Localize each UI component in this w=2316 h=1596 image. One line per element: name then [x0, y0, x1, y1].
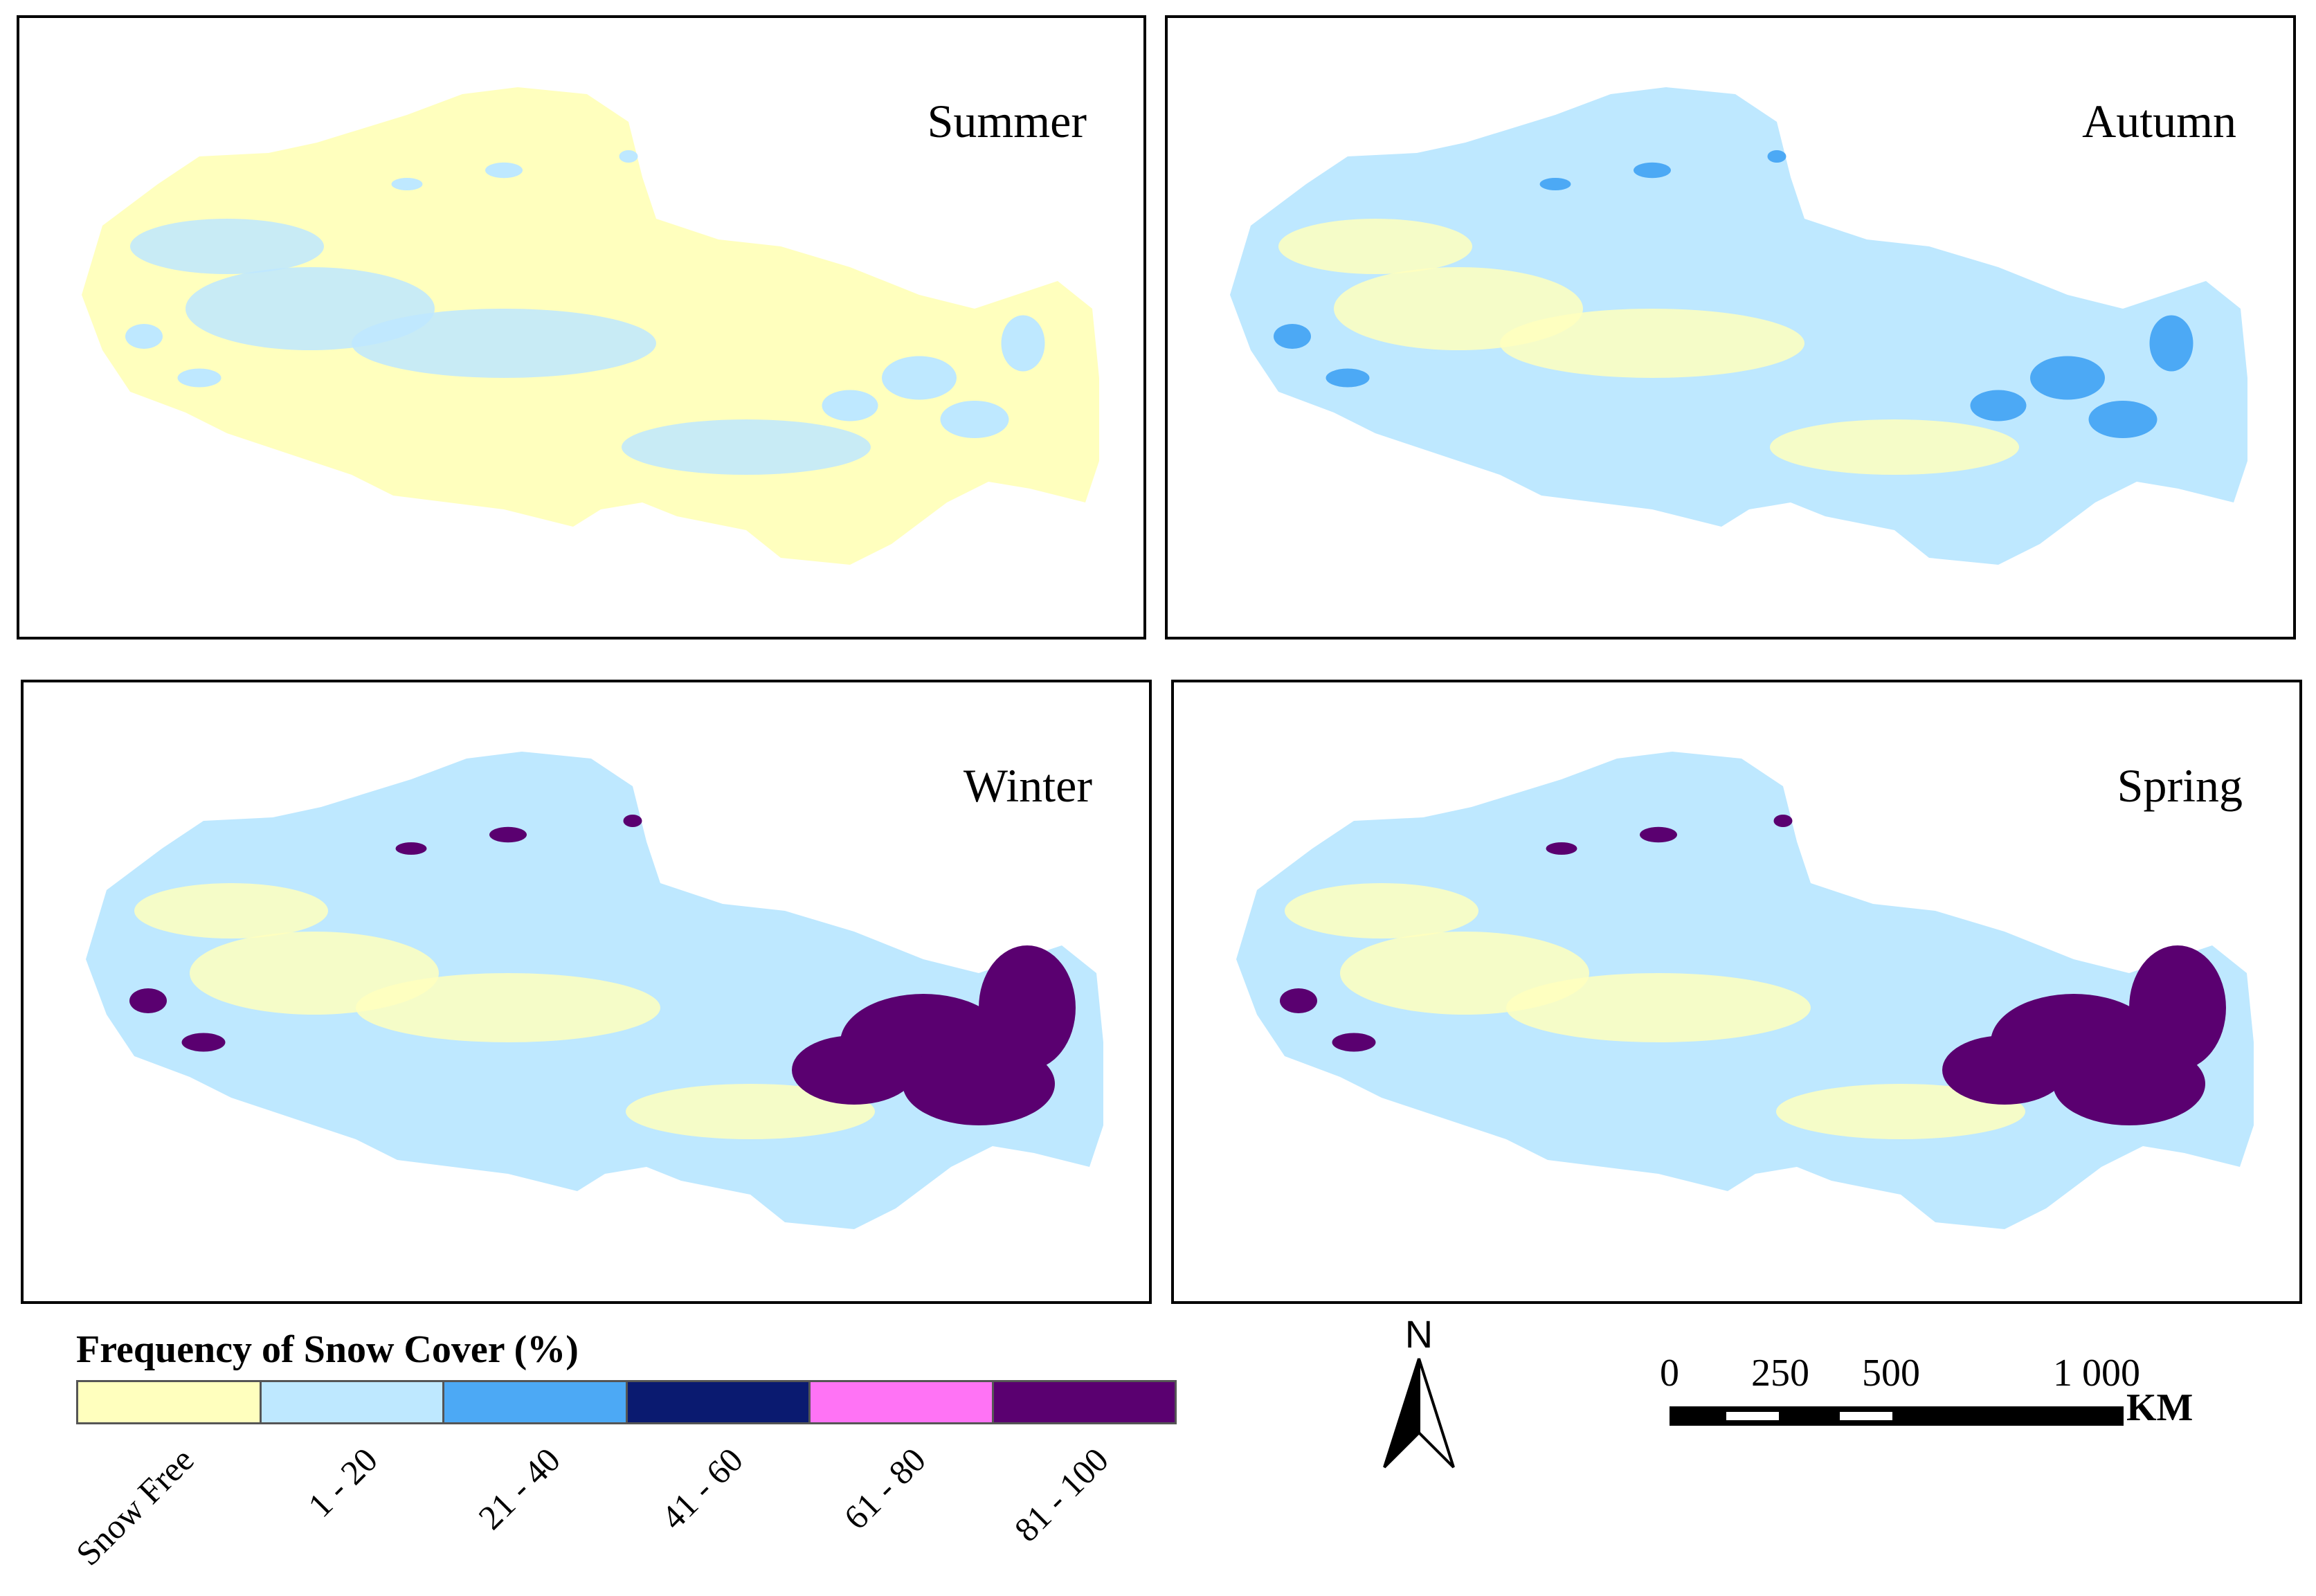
snow-patch	[1640, 826, 1677, 843]
snow-patch	[1278, 219, 1472, 274]
scale-label-250: 250	[1751, 1352, 1809, 1395]
legend-title: Frequency of Snow Cover (%)	[76, 1328, 579, 1371]
north-arrow-right-half	[1418, 1358, 1455, 1469]
snow-patch	[1332, 1033, 1376, 1052]
map-panel-winter: Winter	[21, 680, 1152, 1304]
snow-patch	[626, 1084, 875, 1139]
snow-patch	[391, 178, 423, 190]
snow-patch	[1285, 883, 1478, 938]
map-panel-summer: Summer	[17, 15, 1146, 640]
snow-patch	[356, 973, 660, 1042]
plateau-map-summer	[82, 87, 1099, 565]
legend-label-81-100: 81 - 100	[1006, 1440, 1116, 1550]
legend-label-snow-free: Snow Free	[68, 1440, 201, 1573]
snow-patch	[2129, 945, 2226, 1070]
legend-label-41-60: 41 - 60	[653, 1440, 751, 1537]
snow-patch	[1274, 324, 1311, 349]
snow-patch	[395, 842, 427, 855]
snow-patch	[1773, 815, 1793, 827]
snow-patch	[177, 368, 221, 388]
season-label: Winter	[963, 759, 1092, 812]
north-arrow-label: N	[1405, 1312, 1433, 1356]
snow-patch	[134, 883, 328, 938]
snow-patch	[2030, 356, 2105, 400]
snow-patch	[979, 945, 1076, 1070]
snow-patch	[129, 988, 167, 1013]
legend-label-1-20: 1 - 20	[300, 1440, 386, 1525]
scale-label-1000: 1 000	[2053, 1352, 2140, 1395]
legend-swatch-41-60	[627, 1382, 811, 1422]
north-arrow: N	[1377, 1312, 1460, 1481]
snow-patch	[1506, 973, 1811, 1042]
snow-patches	[1280, 815, 2226, 1139]
snow-patch	[1767, 150, 1786, 163]
snow-patches	[129, 815, 1076, 1139]
snow-patches	[125, 150, 1045, 475]
snow-patch	[485, 162, 523, 179]
snow-patch	[130, 219, 324, 274]
legend-label-21-40: 21 - 40	[471, 1440, 568, 1537]
scale-bar	[1661, 1350, 2146, 1408]
legend-swatch-81-100	[993, 1382, 1175, 1422]
snow-patch	[1546, 842, 1577, 855]
snow-patch	[619, 150, 638, 163]
season-label: Summer	[927, 95, 1087, 147]
snow-patch	[1280, 988, 1317, 1013]
snow-patch	[792, 1035, 916, 1105]
snow-patch	[352, 309, 656, 378]
snow-patch	[1770, 419, 2019, 475]
legend-swatch-1-20	[261, 1382, 444, 1422]
map-panel-spring: Spring	[1171, 680, 2302, 1304]
snow-patch	[1776, 1084, 2025, 1139]
legend-color-bar	[76, 1380, 1177, 1424]
plateau-map-spring	[1236, 752, 2254, 1229]
scale-label-0: 0	[1660, 1352, 1679, 1395]
snow-patch	[940, 401, 1009, 438]
map-panel-autumn: Autumn	[1165, 15, 2296, 640]
snow-patch	[181, 1033, 226, 1052]
snow-patch	[1500, 309, 1804, 378]
snow-patch	[1001, 315, 1045, 372]
snow-patches	[1274, 150, 2193, 475]
snow-patch	[1942, 1035, 2067, 1105]
snow-patch	[2149, 315, 2193, 372]
scale-label-500: 500	[1862, 1352, 1920, 1395]
snow-patch	[1634, 162, 1671, 179]
legend-swatch-snow-free	[78, 1382, 262, 1422]
snow-patch	[623, 815, 642, 827]
snow-patch	[489, 826, 527, 843]
snow-patch	[1539, 178, 1571, 190]
legend-swatch-61-80	[811, 1382, 994, 1422]
season-label: Autumn	[2082, 95, 2236, 147]
scale-unit: KM	[2126, 1386, 2193, 1429]
snow-patch	[1326, 368, 1370, 388]
north-arrow-left-half	[1383, 1358, 1420, 1469]
scale-bar-graphic	[1670, 1406, 2124, 1426]
snow-patch	[2088, 401, 2157, 438]
snow-patch	[1970, 390, 2027, 421]
snow-patch	[882, 356, 957, 400]
legend-swatch-21-40	[444, 1382, 628, 1422]
snow-patch	[622, 419, 871, 475]
snow-patch	[822, 390, 878, 421]
plateau-map-autumn	[1230, 87, 2247, 565]
plateau-map-winter	[86, 752, 1103, 1229]
snow-patch	[125, 324, 163, 349]
season-label: Spring	[2117, 759, 2243, 812]
legend-label-61-80: 61 - 80	[836, 1440, 934, 1537]
